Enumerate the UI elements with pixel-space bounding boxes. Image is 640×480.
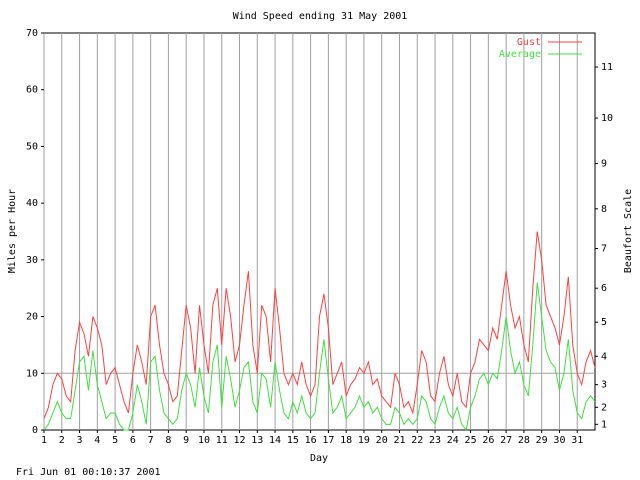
plot-frame: [43, 32, 596, 431]
x-tick-label: 22: [411, 435, 423, 446]
y2-tick-label: 6: [601, 283, 607, 294]
y2-tick-label: 1: [601, 419, 607, 430]
x-tick-label: 12: [233, 435, 245, 446]
y-tick-label: 0: [32, 425, 38, 436]
x-tick-label: 14: [269, 435, 281, 446]
x-tick-label: 15: [287, 435, 299, 446]
x-tick-label: 8: [165, 435, 171, 446]
x-tick-label: 4: [94, 435, 100, 446]
y2-tick-label: 5: [601, 317, 607, 328]
x-axis-label: Day: [310, 453, 328, 464]
x-tick-label: 9: [183, 435, 189, 446]
legend-label: Gust: [517, 37, 541, 48]
x-tick-label: 23: [429, 435, 441, 446]
x-tick-label: 27: [500, 435, 512, 446]
footer: Fri Jun 01 00:10:37 2001: [16, 467, 161, 478]
y-tick-label: 10: [26, 368, 38, 379]
y-tick-label: 20: [26, 312, 38, 323]
x-tick-label: 24: [447, 435, 459, 446]
y2-axis-label: Beaufort Scale: [623, 189, 634, 273]
x-tick-label: 29: [536, 435, 548, 446]
y-tick-label: 70: [26, 28, 38, 39]
x-tick-label: 3: [77, 435, 83, 446]
x-tick-label: 6: [130, 435, 136, 446]
y-tick-label: 40: [26, 198, 38, 209]
x-tick-label: 16: [305, 435, 317, 446]
y2-tick-label: 9: [601, 158, 607, 169]
x-tick-label: 28: [518, 435, 530, 446]
y2-tick-label: 8: [601, 204, 607, 215]
x-tick-label: 19: [358, 435, 370, 446]
x-tick-label: 7: [148, 435, 154, 446]
data-line: [43, 282, 596, 432]
y-tick-label: 30: [26, 255, 38, 266]
y-axis-label: Miles per Hour: [7, 189, 18, 273]
x-tick-label: 13: [251, 435, 263, 446]
x-tick-label: 11: [216, 435, 228, 446]
y2-tick-label: 11: [601, 62, 613, 73]
y-tick-label: 50: [26, 141, 38, 152]
x-tick-label: 5: [112, 435, 118, 446]
x-tick-label: 21: [393, 435, 405, 446]
x-tick-label: 2: [59, 435, 65, 446]
y2-tick-label: 4: [601, 351, 607, 362]
y-tick-label: 60: [26, 85, 38, 96]
x-tick-label: 26: [482, 435, 494, 446]
y2-tick-label: 7: [601, 244, 607, 255]
y2-tick-label: 2: [601, 402, 607, 413]
y2-tick-label: 3: [601, 380, 607, 391]
data-line: [43, 231, 596, 419]
x-tick-label: 20: [376, 435, 388, 446]
x-tick-label: 25: [465, 435, 477, 446]
x-tick-label: 17: [322, 435, 334, 446]
legend-label: Average: [499, 49, 541, 60]
x-tick-label: 18: [340, 435, 352, 446]
chart-title: Wind Speed ending 31 May 2001: [233, 11, 408, 22]
x-tick-label: 30: [553, 435, 565, 446]
x-tick-label: 1: [41, 435, 47, 446]
x-tick-label: 31: [571, 435, 583, 446]
y2-tick-label: 10: [601, 113, 613, 124]
x-tick-label: 10: [198, 435, 210, 446]
